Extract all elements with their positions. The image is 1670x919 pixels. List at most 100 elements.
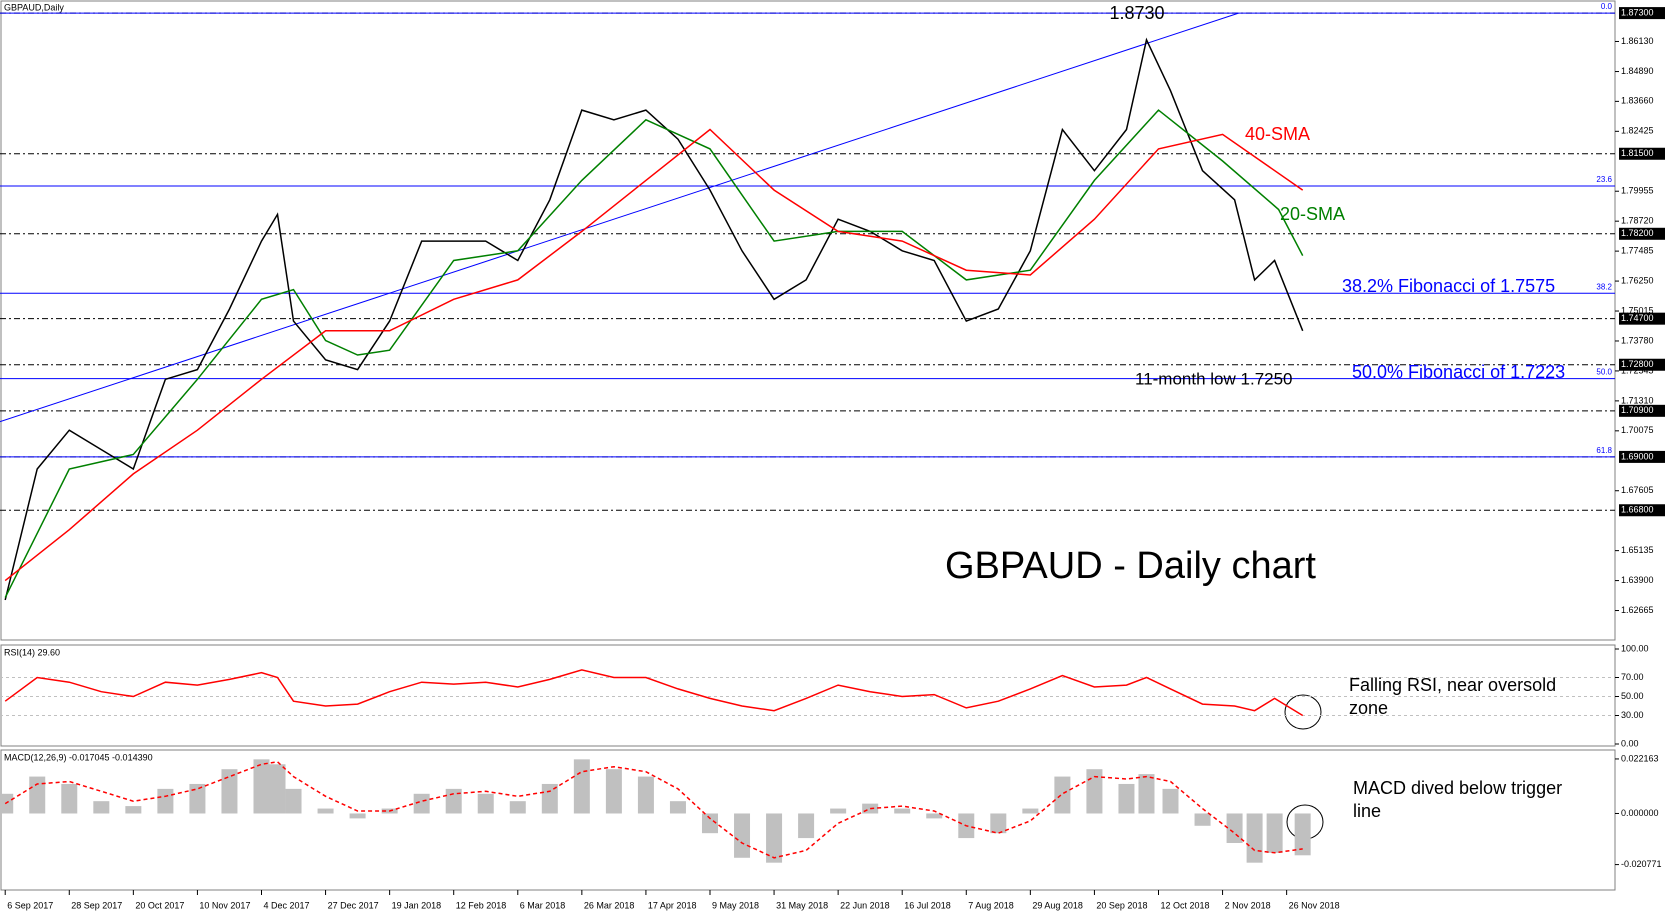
histogram-bar: [269, 764, 286, 814]
x-tick-label: 26 Mar 2018: [584, 900, 635, 910]
histogram-bar: [734, 813, 751, 858]
x-tick-label: 9 May 2018: [712, 900, 759, 910]
histogram-bar: [477, 793, 494, 814]
histogram-bar: [157, 788, 174, 814]
level-label: 1.81500: [1621, 148, 1654, 158]
level-label: 1.87300: [1621, 7, 1654, 17]
y-tick-label: 1.63900: [1621, 575, 1654, 585]
histogram-bar: [766, 813, 783, 863]
x-tick-label: 28 Sep 2017: [71, 900, 122, 910]
y-tick-label: 1.86130: [1621, 36, 1654, 46]
histogram-bar: [830, 808, 847, 814]
annotation: 11-month low 1.7250: [1135, 369, 1293, 388]
level-label: 1.66800: [1621, 505, 1654, 515]
histogram-bar: [637, 776, 654, 814]
y-tick-label: 1.75015: [1621, 305, 1654, 315]
y-tick-label: 1.70075: [1621, 425, 1654, 435]
y-tick-label: 0.00: [1621, 738, 1639, 748]
annotation: 1.8730: [1109, 3, 1164, 23]
histogram-bar: [926, 813, 943, 819]
x-tick-label: 12 Oct 2018: [1160, 900, 1209, 910]
x-tick-label: 19 Jan 2018: [392, 900, 442, 910]
histogram-bar: [317, 808, 334, 814]
x-tick-label: 26 Nov 2018: [1289, 900, 1340, 910]
histogram-bar: [349, 813, 366, 819]
y-tick-label: 0.000000: [1621, 808, 1659, 818]
histogram-bar: [93, 801, 110, 814]
x-tick-label: 27 Dec 2017: [328, 900, 379, 910]
histogram-bar: [894, 808, 911, 814]
y-tick-label: 1.67605: [1621, 485, 1654, 495]
level-label-box: [1619, 147, 1665, 160]
panel-title: MACD(12,26,9) -0.017045 -0.014390: [4, 752, 153, 762]
histogram-bar: [541, 783, 558, 814]
x-tick-label: 22 Jun 2018: [840, 900, 890, 910]
rsi-circle: [1284, 694, 1322, 730]
y-tick-label: 70.00: [1621, 672, 1644, 682]
histogram-bar: [61, 783, 78, 814]
x-tick-label: 17 Apr 2018: [648, 900, 697, 910]
histogram-bar: [413, 793, 430, 814]
series-line: [4, 669, 1304, 717]
y-tick-label: 100.00: [1621, 643, 1649, 653]
level-label: 1.72800: [1621, 359, 1654, 369]
level-label-box: [1619, 450, 1665, 463]
main-panel-frame: [0, 0, 1616, 641]
fibonacci-label: 50.0: [1596, 368, 1612, 377]
histogram-bar: [285, 788, 302, 814]
y-tick-label: 1.84890: [1621, 66, 1654, 76]
histogram-bar: [798, 813, 815, 839]
annotation: zone: [1349, 698, 1388, 718]
y-tick-label: 1.82425: [1621, 126, 1654, 136]
annotation: 38.2% Fibonacci of 1.7575: [1342, 276, 1555, 296]
histogram-bar: [1294, 813, 1311, 856]
y-tick-label: -0.020771: [1621, 859, 1662, 869]
histogram-bar: [1054, 776, 1071, 814]
level-label-box: [1619, 404, 1665, 417]
annotation: 40-SMA: [1245, 124, 1310, 144]
histogram-bar: [1162, 788, 1179, 814]
x-tick-label: 31 May 2018: [776, 900, 828, 910]
level-label-box: [1619, 7, 1665, 20]
histogram-bar: [1246, 813, 1263, 863]
y-tick-label: 50.00: [1621, 691, 1644, 701]
y-tick-label: 1.78720: [1621, 216, 1654, 226]
panel-title: GBPAUD,Daily: [4, 2, 64, 12]
level-label: 1.74700: [1621, 313, 1654, 323]
x-tick-label: 4 Dec 2017: [263, 900, 309, 910]
level-label-box: [1619, 358, 1665, 371]
annotation: 50.0% Fibonacci of 1.7223: [1352, 362, 1565, 382]
histogram-bar: [669, 801, 686, 814]
histogram-bar: [1022, 808, 1039, 814]
annotation: Falling RSI, near oversold: [1349, 675, 1556, 695]
fibonacci-label: 61.8: [1596, 446, 1612, 455]
histogram-bar: [701, 813, 718, 834]
y-tick-label: 1.76250: [1621, 275, 1654, 285]
histogram-bar: [509, 801, 526, 814]
histogram-bar: [990, 813, 1007, 834]
histogram-bar: [1118, 783, 1135, 814]
annotation: line: [1353, 801, 1381, 821]
y-tick-label: 30.00: [1621, 710, 1644, 720]
fibonacci-label: 0.0: [1601, 2, 1613, 11]
histogram-bar: [1138, 774, 1155, 814]
y-tick-label: 1.73780: [1621, 335, 1654, 345]
macd-panel-frame: [0, 749, 1616, 891]
level-label: 1.69000: [1621, 451, 1654, 461]
histogram-bar: [573, 759, 590, 814]
series-line: [4, 128, 1304, 582]
histogram-bar: [189, 783, 206, 814]
x-tick-label: 2 Nov 2018: [1225, 900, 1271, 910]
level-label: 1.70900: [1621, 405, 1654, 415]
y-tick-label: 1.62665: [1621, 605, 1654, 615]
histogram-bar: [125, 806, 142, 814]
histogram-bar: [221, 769, 238, 814]
level-label-box: [1619, 312, 1665, 325]
level-label: 1.78200: [1621, 228, 1654, 238]
x-tick-label: 29 Aug 2018: [1032, 900, 1083, 910]
x-tick-label: 20 Oct 2017: [135, 900, 184, 910]
fibonacci-label: 38.2: [1596, 282, 1612, 291]
x-tick-label: 16 Jul 2018: [904, 900, 951, 910]
y-tick-label: 1.77485: [1621, 246, 1654, 256]
